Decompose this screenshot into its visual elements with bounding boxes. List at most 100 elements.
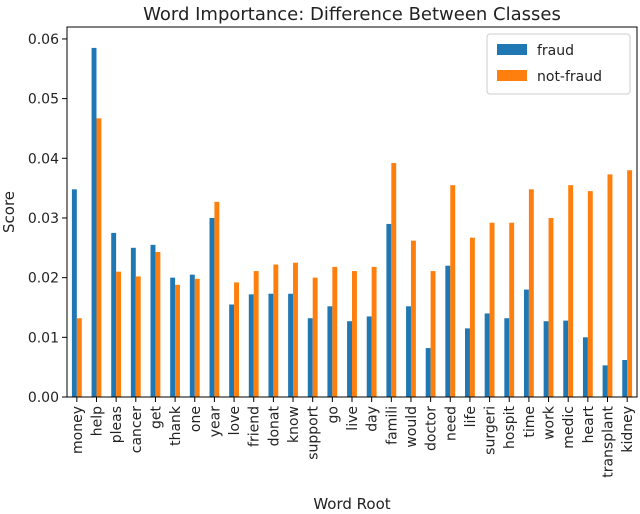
bar-not-fraud-work xyxy=(548,217,554,397)
y-tick-label: 0.03 xyxy=(28,211,59,227)
bars xyxy=(71,47,633,397)
bar-fraud-transplant xyxy=(602,365,608,397)
bar-fraud-surgeri xyxy=(484,313,490,397)
legend-label-fraud: fraud xyxy=(537,43,574,59)
bar-fraud-kidney xyxy=(622,360,628,397)
bar-fraud-help xyxy=(91,47,97,397)
bar-fraud-friend xyxy=(248,294,254,397)
y-axis: 0.00 0.01 0.02 0.03 0.04 0.05 0.06 xyxy=(28,32,67,406)
bar-fraud-year xyxy=(209,217,215,397)
bar-not-fraud-day xyxy=(371,266,377,397)
bar-fraud-money xyxy=(71,189,77,397)
bar-not-fraud-donat xyxy=(273,264,279,397)
x-tick-label-doctor: doctor xyxy=(424,406,440,451)
bar-fraud-famili xyxy=(386,223,392,397)
bar-not-fraud-year xyxy=(214,201,220,397)
bar-fraud-pleas xyxy=(111,232,117,397)
bar-fraud-work xyxy=(543,321,549,397)
bar-fraud-day xyxy=(366,316,372,397)
x-tick-label-help: help xyxy=(89,406,105,436)
x-axis-label: Word Root xyxy=(313,495,390,513)
bar-not-fraud-thank xyxy=(175,284,181,397)
bar-fraud-hospit xyxy=(504,318,510,397)
bar-not-fraud-one xyxy=(194,278,200,397)
x-tick-label-life: life xyxy=(463,406,479,427)
x-tick-label-year: year xyxy=(207,406,223,437)
bar-fraud-live xyxy=(347,321,352,397)
bar-fraud-support xyxy=(307,318,313,397)
bar-not-fraud-get xyxy=(155,251,161,397)
bar-not-fraud-go xyxy=(332,266,338,397)
bar-not-fraud-medic xyxy=(568,185,574,397)
bar-fraud-donat xyxy=(268,293,274,397)
bar-not-fraud-money xyxy=(76,318,82,397)
legend: fraud not-fraud xyxy=(486,33,631,95)
bar-not-fraud-hospit xyxy=(509,222,515,397)
bar-not-fraud-kidney xyxy=(627,170,633,397)
x-tick-label-kidney: kidney xyxy=(620,406,636,453)
y-tick-label: 0.01 xyxy=(28,330,59,346)
y-tick-label: 0.00 xyxy=(28,390,59,406)
x-tick-label-support: support xyxy=(306,406,322,460)
bar-fraud-cancer xyxy=(130,247,136,397)
bar-fraud-thank xyxy=(170,277,176,397)
x-tick-label-go: go xyxy=(325,406,341,423)
legend-label-not-fraud: not-fraud xyxy=(537,69,602,85)
x-tick-label-surgeri: surgeri xyxy=(483,406,499,455)
x-tick-label-friend: friend xyxy=(247,406,263,447)
x-tick-label-transplant: transplant xyxy=(601,405,617,477)
bar-fraud-need xyxy=(445,265,451,397)
bar-fraud-heart xyxy=(582,337,588,397)
x-tick-label-one: one xyxy=(188,406,204,432)
x-tick-label-time: time xyxy=(522,406,538,438)
bar-not-fraud-know xyxy=(293,262,298,397)
x-tick-label-thank: thank xyxy=(168,405,184,446)
bar-not-fraud-surgeri xyxy=(489,222,495,397)
chart-title: Word Importance: Difference Between Clas… xyxy=(143,4,561,25)
y-axis-label: Score xyxy=(0,191,18,233)
x-tick-label-famili: famili xyxy=(384,406,400,445)
bar-fraud-medic xyxy=(563,320,569,397)
bar-fraud-go xyxy=(327,306,333,397)
bar-not-fraud-support xyxy=(312,277,318,397)
bar-fraud-would xyxy=(406,306,411,397)
bar-not-fraud-would xyxy=(410,240,416,397)
x-tick-label-live: live xyxy=(345,406,361,431)
bar-fraud-time xyxy=(523,289,529,397)
bar-not-fraud-doctor xyxy=(430,271,436,397)
x-tick-label-work: work xyxy=(542,405,558,440)
bar-fraud-doctor xyxy=(425,348,431,397)
y-tick-label: 0.04 xyxy=(28,151,59,167)
bar-fraud-love xyxy=(229,304,235,397)
x-tick-label-day: day xyxy=(365,406,381,432)
bar-not-fraud-cancer xyxy=(135,276,141,397)
y-tick-label: 0.05 xyxy=(28,92,59,108)
legend-swatch-not-fraud xyxy=(497,70,527,81)
x-axis: money help pleas cancer get thank one year love f… xyxy=(70,397,636,478)
bar-not-fraud-love xyxy=(234,282,239,397)
bar-fraud-get xyxy=(150,244,156,397)
bar-not-fraud-friend xyxy=(253,271,259,397)
bar-not-fraud-life xyxy=(469,237,475,397)
bar-not-fraud-need xyxy=(450,185,456,397)
x-tick-label-cancer: cancer xyxy=(129,406,145,453)
x-tick-label-love: love xyxy=(227,406,243,435)
bar-fraud-know xyxy=(288,293,294,397)
y-tick-label: 0.06 xyxy=(28,32,59,48)
x-tick-label-money: money xyxy=(70,406,86,454)
x-tick-label-hospit: hospit xyxy=(502,405,518,449)
bar-fraud-one xyxy=(189,274,195,397)
x-tick-label-medic: medic xyxy=(561,406,577,449)
bar-not-fraud-live xyxy=(352,271,357,397)
x-tick-label-pleas: pleas xyxy=(109,406,125,443)
x-tick-label-heart: heart xyxy=(581,405,597,443)
legend-swatch-fraud xyxy=(497,44,527,55)
bar-not-fraud-heart xyxy=(587,191,593,397)
x-tick-label-know: know xyxy=(286,406,302,443)
bar-fraud-life xyxy=(465,328,470,397)
bar-not-fraud-help xyxy=(96,118,102,397)
bar-not-fraud-famili xyxy=(391,163,397,397)
bar-not-fraud-time xyxy=(528,189,534,397)
